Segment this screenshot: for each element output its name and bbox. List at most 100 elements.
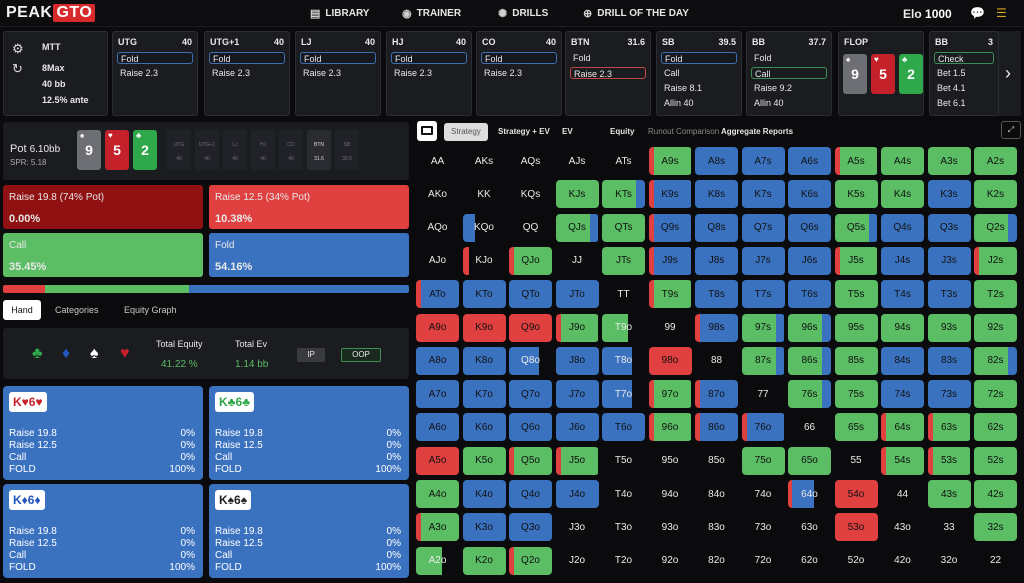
hand-cell-AKo[interactable]: AKo xyxy=(416,180,459,208)
hand-cell-K5o[interactable]: K5o xyxy=(462,446,506,475)
hand-cell-KK[interactable]: KK xyxy=(463,180,506,208)
hand-cell-AJs[interactable]: AJs xyxy=(556,147,599,175)
hand-cell-97o[interactable]: 97o xyxy=(648,380,692,409)
position-co-card[interactable]: CO 40 Fold Raise 2.3 xyxy=(476,31,562,116)
hand-cell-Q9s[interactable]: Q9s xyxy=(648,213,692,242)
hand-cell-43o[interactable]: 43o xyxy=(881,513,924,541)
hand-cell-J4o[interactable]: J4o xyxy=(555,480,599,508)
hand-cell-T4o[interactable]: T4o xyxy=(602,480,645,508)
hand-cell-84o[interactable]: 84o xyxy=(695,480,738,508)
hand-cell-KJo[interactable]: KJo xyxy=(462,246,506,275)
nav-library[interactable]: ▤ LIBRARY xyxy=(310,0,369,27)
hand-cell-A6s[interactable]: A6s xyxy=(788,147,831,175)
action-option[interactable]: Fold xyxy=(754,53,772,63)
hand-cell-43s[interactable]: 43s xyxy=(927,480,971,508)
hand-cell-42o[interactable]: 42o xyxy=(881,547,924,575)
hand-cell-A3s[interactable]: A3s xyxy=(927,147,971,175)
hand-cell-AQo[interactable]: AQo xyxy=(416,214,459,242)
refresh-icon[interactable]: ↻ xyxy=(12,61,23,76)
hand-cell-A4o[interactable]: A4o xyxy=(416,480,459,508)
hand-cell-88[interactable]: 88 xyxy=(695,347,738,375)
hand-cell-K4s[interactable]: K4s xyxy=(881,180,924,209)
tab-hand[interactable]: Hand xyxy=(3,300,41,320)
hand-cell-AJo[interactable]: AJo xyxy=(416,247,459,275)
hand-cell-A5s[interactable]: A5s xyxy=(834,147,878,175)
hand-cell-J4s[interactable]: J4s xyxy=(881,246,924,275)
hand-cell-AQs[interactable]: AQs xyxy=(509,147,552,175)
hand-cell-85s[interactable]: 85s xyxy=(834,346,878,375)
hand-cell-A7s[interactable]: A7s xyxy=(741,147,785,175)
hand-cell-33[interactable]: 33 xyxy=(928,513,971,541)
position-utg-card[interactable]: UTG 40 Fold Raise 2.3 xyxy=(112,31,198,116)
hand-cell-64o[interactable]: 64o xyxy=(788,480,831,508)
hand-cell-Q8s[interactable]: Q8s xyxy=(695,213,738,242)
hand-cell-Q5s[interactable]: Q5s xyxy=(834,213,878,242)
hand-cell-83s[interactable]: 83s xyxy=(927,346,971,375)
hand-cell-T5s[interactable]: T5s xyxy=(834,280,878,309)
action-option[interactable]: Fold xyxy=(391,52,467,64)
hand-cell-J8o[interactable]: J8o xyxy=(555,346,599,375)
action-option[interactable]: Fold xyxy=(117,52,193,64)
hand-cell-92s[interactable]: 92s xyxy=(974,313,1017,342)
hand-combo-card[interactable]: K♦6♦ Raise 19.8 0% Raise 12.5 0% Call 0% FOLD 10… xyxy=(3,484,203,578)
hand-cell-73s[interactable]: 73s xyxy=(927,380,971,409)
chat-icon[interactable]: 💬 xyxy=(970,6,985,20)
action-option[interactable]: Fold xyxy=(481,52,557,64)
hand-cell-A5o[interactable]: A5o xyxy=(416,446,459,475)
hand-cell-J6o[interactable]: J6o xyxy=(555,413,599,442)
hand-cell-KQo[interactable]: KQo xyxy=(462,213,506,242)
hand-cell-86o[interactable]: 86o xyxy=(695,413,738,442)
hand-cell-A2s[interactable]: A2s xyxy=(974,147,1017,175)
hand-cell-J7s[interactable]: J7s xyxy=(741,246,785,275)
peakgto-logo[interactable]: PEAK GTO xyxy=(6,3,96,23)
hand-cell-T8s[interactable]: T8s xyxy=(695,280,738,309)
hand-cell-42s[interactable]: 42s xyxy=(974,480,1017,508)
hand-cell-53s[interactable]: 53s xyxy=(927,446,971,475)
action-option[interactable]: Raise 2.3 xyxy=(120,68,159,78)
hand-cell-JTs[interactable]: JTs xyxy=(602,246,645,275)
expand-icon[interactable]: ⤢ xyxy=(1001,121,1021,139)
hand-cell-K5s[interactable]: K5s xyxy=(834,180,878,209)
hand-cell-98s[interactable]: 98s xyxy=(695,313,738,342)
hand-cell-T2s[interactable]: T2s xyxy=(974,280,1017,309)
position-sb-card[interactable]: SB 39.5 Fold Call Raise 8.1 Allin 40 xyxy=(656,31,742,116)
action-option[interactable]: Raise 2.3 xyxy=(394,68,433,78)
hand-cell-KJs[interactable]: KJs xyxy=(555,180,599,209)
hand-cell-99[interactable]: 99 xyxy=(649,314,692,342)
hand-cell-Q6o[interactable]: Q6o xyxy=(509,413,552,442)
nav-drill-of-the-day[interactable]: ⊕ DRILL OF THE DAY xyxy=(583,0,689,27)
position-lj-card[interactable]: LJ 40 Fold Raise 2.3 xyxy=(295,31,381,116)
hand-cell-T3o[interactable]: T3o xyxy=(602,513,645,541)
action-option[interactable]: Raise 9.2 xyxy=(754,83,793,93)
hand-cell-Q3o[interactable]: Q3o xyxy=(509,513,552,542)
hand-cell-Q2o[interactable]: Q2o xyxy=(509,546,552,575)
action-option[interactable]: Allin 40 xyxy=(754,98,784,108)
action-option[interactable]: Fold xyxy=(300,52,376,64)
hand-cell-54s[interactable]: 54s xyxy=(881,446,924,475)
hand-cell-J6s[interactable]: J6s xyxy=(788,246,831,275)
hand-combo-card[interactable]: K♣6♣ Raise 19.8 0% Raise 12.5 0% Call 0% FOLD 10… xyxy=(209,386,409,480)
hand-cell-J5s[interactable]: J5s xyxy=(834,246,878,275)
hand-cell-53o[interactable]: 53o xyxy=(834,513,878,542)
hand-cell-93s[interactable]: 93s xyxy=(927,313,971,342)
hand-cell-Q7s[interactable]: Q7s xyxy=(741,213,785,242)
hand-cell-62o[interactable]: 62o xyxy=(788,547,831,575)
tab-strategy[interactable]: Strategy xyxy=(444,123,488,141)
action-button-2[interactable]: Call 35.45% xyxy=(3,233,203,277)
hand-cell-96o[interactable]: 96o xyxy=(648,413,692,442)
hand-cell-T9s[interactable]: T9s xyxy=(648,280,692,309)
position-utg-plus-1-card[interactable]: UTG+1 40 Fold Raise 2.3 xyxy=(204,31,290,116)
diamond-suit-icon[interactable]: ♦ xyxy=(62,345,71,362)
hand-cell-QQ[interactable]: QQ xyxy=(509,214,552,242)
hand-cell-K7o[interactable]: K7o xyxy=(462,380,506,409)
action-option[interactable]: Allin 40 xyxy=(664,98,694,108)
hand-cell-K3s[interactable]: K3s xyxy=(927,180,971,209)
hand-cell-97s[interactable]: 97s xyxy=(741,313,785,342)
hand-cell-63o[interactable]: 63o xyxy=(788,513,831,541)
hand-cell-K8s[interactable]: K8s xyxy=(695,180,738,209)
hand-cell-K2o[interactable]: K2o xyxy=(462,546,506,575)
hand-cell-Q7o[interactable]: Q7o xyxy=(509,380,552,409)
hand-cell-A8s[interactable]: A8s xyxy=(695,147,738,175)
hand-cell-77[interactable]: 77 xyxy=(742,380,785,408)
hand-cell-Q8o[interactable]: Q8o xyxy=(509,346,552,375)
